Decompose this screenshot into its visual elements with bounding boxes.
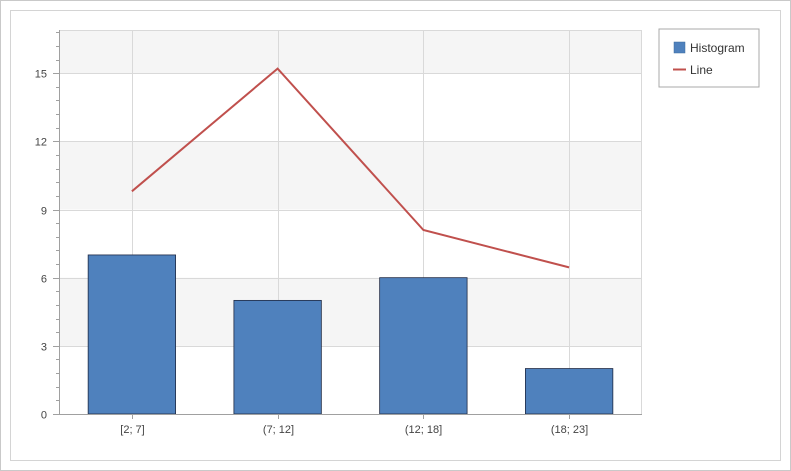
bar	[233, 299, 322, 415]
legend-label-line: Line	[690, 63, 713, 77]
line-path	[131, 67, 570, 269]
x-tick-label: (7; 12]	[263, 424, 294, 436]
axes	[53, 30, 642, 419]
tick-labels: 0 3 6 9 12 15 [2; 7] (7; 12] (12; 18] (18; 23]	[35, 69, 588, 437]
bar-series	[87, 254, 614, 415]
x-tick-label: [2; 7]	[120, 424, 144, 436]
x-tick-label: (12; 18]	[405, 424, 442, 436]
bar	[379, 277, 468, 415]
grid-band	[59, 30, 642, 74]
x-tick-label: (18; 23]	[551, 424, 588, 436]
legend-label-histogram: Histogram	[690, 41, 745, 55]
line-series	[131, 67, 570, 269]
legend-swatch-histogram	[673, 41, 686, 54]
bar	[525, 368, 614, 415]
y-tick-label: 12	[35, 137, 47, 149]
grid-band	[59, 141, 642, 210]
y-tick-label: 15	[35, 69, 47, 81]
legend: Histogram Line	[658, 28, 760, 88]
y-tick-label: 0	[41, 410, 47, 422]
bar	[87, 254, 176, 415]
y-tick-label: 9	[41, 206, 47, 218]
y-tick-label: 6	[41, 274, 47, 286]
y-tick-label: 3	[41, 342, 47, 354]
legend-box	[658, 28, 760, 88]
